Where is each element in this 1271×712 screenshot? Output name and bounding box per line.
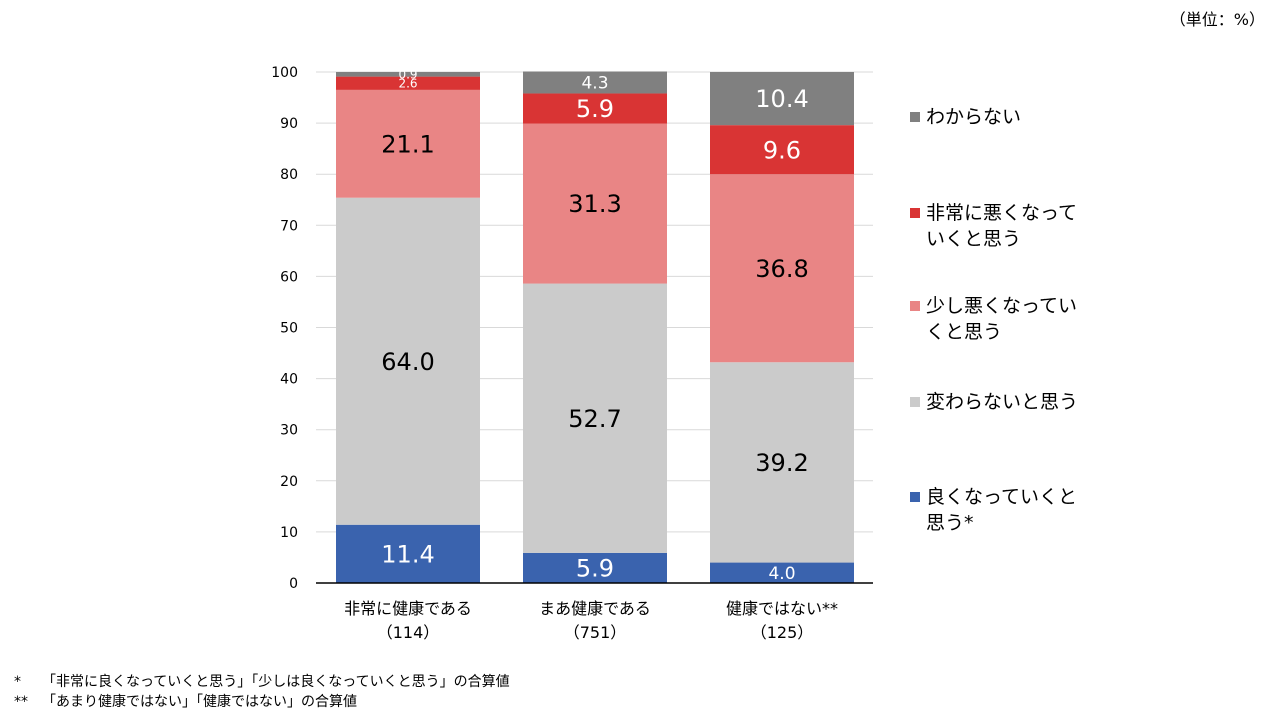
footnotes: * 「非常に良くなっていくと思う」「少しは良くなっていくと思う」の合算値 ** … <box>8 672 510 712</box>
x-category-count: （114） <box>377 623 440 642</box>
data-label: 21.1 <box>381 130 434 158</box>
y-tick-label: 10 <box>280 525 298 541</box>
legend-swatch <box>910 397 920 407</box>
footnote: * 「非常に良くなっていくと思う」「少しは良くなっていくと思う」の合算値 <box>8 672 510 692</box>
legend-swatch <box>910 112 920 122</box>
bar-segment <box>710 174 854 363</box>
data-label: 2.6 <box>398 77 417 91</box>
footnote-mark: ** <box>14 694 28 710</box>
data-label: 52.7 <box>568 405 621 433</box>
legend-label: わからない <box>926 106 1022 128</box>
x-category-count: （125） <box>751 623 814 642</box>
bar-segment <box>336 76 480 90</box>
legend-label-line2: くと思う <box>926 321 1003 343</box>
bar-segment <box>710 72 854 126</box>
legend-swatch <box>910 301 920 311</box>
legend-item-much-worse: 非常に悪くなって いくと思う <box>910 200 1101 252</box>
data-label: 9.6 <box>763 136 801 164</box>
data-label: 64.0 <box>381 348 434 376</box>
footnote: ** 「あまり健康ではない」「健康ではない」の合算値 <box>8 692 510 712</box>
data-label: 4.3 <box>581 74 608 94</box>
y-tick-label: 80 <box>280 167 298 183</box>
data-label: 31.3 <box>568 190 621 218</box>
y-tick-label: 60 <box>280 269 298 285</box>
bar-segment <box>336 89 480 198</box>
bar-segment <box>523 93 667 124</box>
bar-segment <box>523 71 667 94</box>
bar-segment <box>523 123 667 284</box>
bar-segment <box>710 562 854 583</box>
legend-item-slightly-worse: 少し悪くなってい くと思う <box>910 293 1101 345</box>
bar-segment <box>336 72 480 77</box>
data-label: 0.9 <box>398 68 417 82</box>
bar-segment <box>336 197 480 525</box>
legend-label: 良くなっていくと <box>926 486 1078 508</box>
bar-segment <box>523 552 667 583</box>
legend-label-line2: いくと思う <box>926 228 1022 250</box>
legend-item-no-change: 変わらないと思う <box>910 389 1101 415</box>
data-label: 5.9 <box>576 95 614 123</box>
legend-swatch <box>910 492 920 502</box>
x-category-label: まあ健康である <box>539 599 651 618</box>
legend-label: 非常に悪くなって <box>926 202 1078 224</box>
x-category-count: （751） <box>564 623 627 642</box>
legend-label: 変わらないと思う <box>926 391 1079 413</box>
y-tick-label: 0 <box>289 576 298 592</box>
y-tick-label: 70 <box>280 218 298 234</box>
data-label: 36.8 <box>755 255 808 283</box>
x-category-label: 非常に健康である <box>344 599 472 618</box>
data-label: 10.4 <box>755 85 808 113</box>
footnote-text: 「非常に良くなっていくと思う」「少しは良くなっていくと思う」の合算値 <box>42 674 510 690</box>
legend-swatch <box>910 208 920 218</box>
data-label: 5.9 <box>576 555 614 583</box>
bar-segment <box>336 524 480 583</box>
footnote-mark: * <box>14 674 21 690</box>
bar-segment <box>523 283 667 553</box>
x-category-label: 健康ではない** <box>726 599 838 618</box>
y-tick-label: 40 <box>280 372 298 388</box>
y-tick-label: 90 <box>280 116 298 132</box>
legend-item-better: 良くなっていくと 思う* <box>910 484 1101 536</box>
data-label: 39.2 <box>755 449 808 477</box>
legend-label-line2: 思う* <box>926 512 974 534</box>
unit-label: （単位：%） <box>1169 10 1265 29</box>
legend-label: 少し悪くなってい <box>926 295 1078 317</box>
data-label: 11.4 <box>381 541 434 569</box>
y-tick-label: 100 <box>271 65 298 81</box>
y-tick-label: 20 <box>280 474 298 490</box>
y-tick-label: 30 <box>280 423 298 439</box>
y-tick-label: 50 <box>280 321 298 337</box>
bar-segment <box>710 362 854 563</box>
footnote-text: 「あまり健康ではない」「健康ではない」の合算値 <box>42 694 357 710</box>
bar-segment <box>710 125 854 175</box>
data-label: 4.0 <box>768 564 795 584</box>
legend-item-unknown: わからない <box>910 104 1101 130</box>
